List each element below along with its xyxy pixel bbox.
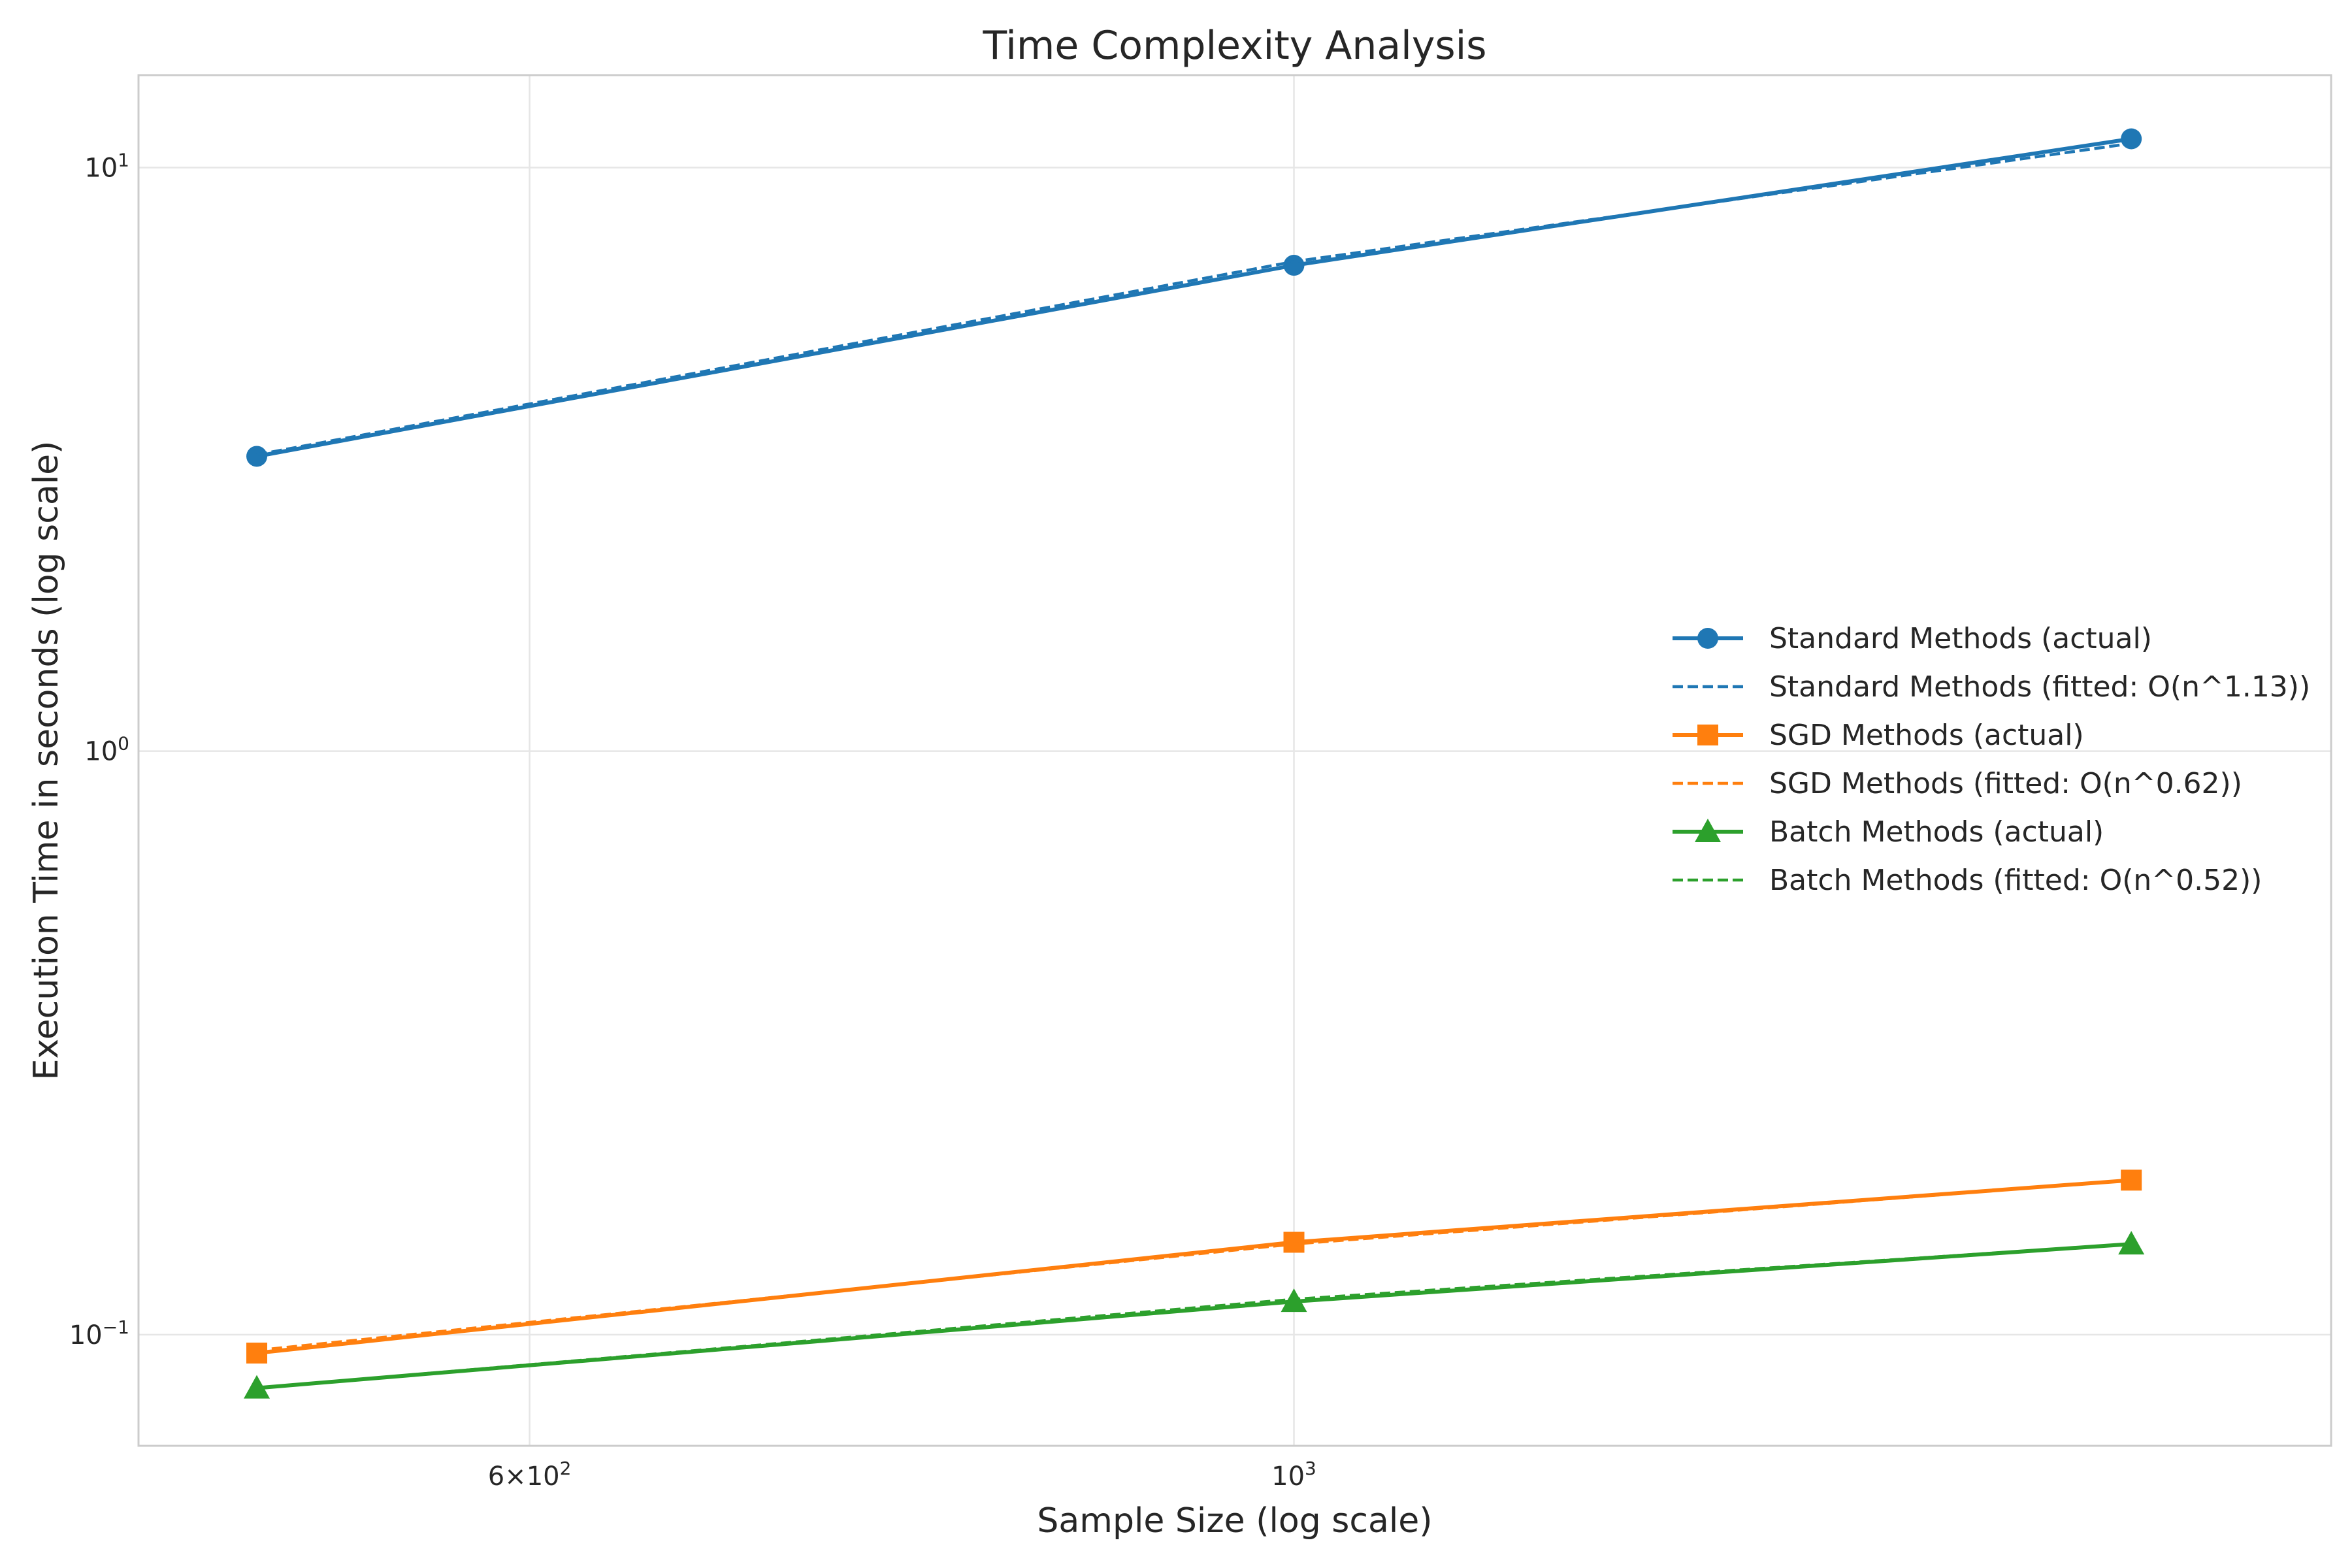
data-point bbox=[1283, 255, 1305, 276]
data-point bbox=[246, 1343, 268, 1364]
legend-label: Batch Methods (fitted: O(n^0.52)) bbox=[1769, 864, 2262, 897]
plot-area-frame bbox=[137, 74, 2332, 1447]
legend-marker bbox=[1697, 725, 1718, 745]
x-axis-label: Sample Size (log scale) bbox=[1037, 1501, 1432, 1541]
series-5 bbox=[256, 1242, 2132, 1390]
y-axis-label: Execution Time in seconds (log scale) bbox=[27, 441, 66, 1081]
data-point bbox=[1283, 1232, 1305, 1253]
data-point bbox=[2121, 128, 2142, 150]
legend-label: SGD Methods (fitted: O(n^0.62)) bbox=[1769, 767, 2242, 800]
x-tick-label: 6×102 bbox=[488, 1458, 572, 1492]
fitted-line bbox=[256, 142, 2132, 457]
series-3 bbox=[256, 1179, 2132, 1352]
data-point bbox=[246, 446, 268, 467]
legend: Standard Methods (actual) Standard Method… bbox=[1673, 622, 2310, 897]
legend-label: Standard Methods (fitted: O(n^1.13)) bbox=[1769, 670, 2310, 704]
y-tick-label: 10−1 bbox=[69, 1316, 129, 1350]
fitted-line bbox=[256, 1179, 2132, 1352]
series-layer bbox=[244, 128, 2145, 1399]
fitted-line bbox=[256, 1242, 2132, 1390]
legend-label: Standard Methods (actual) bbox=[1769, 622, 2152, 655]
data-point bbox=[2118, 1231, 2145, 1255]
y-tick-label: 101 bbox=[84, 149, 129, 183]
legend-marker bbox=[1695, 819, 1721, 842]
x-tick-label: 103 bbox=[1271, 1458, 1316, 1492]
legend-label: SGD Methods (actual) bbox=[1769, 719, 2084, 752]
y-tick-label: 100 bbox=[84, 733, 129, 767]
series-1 bbox=[256, 142, 2132, 457]
tick-labels: 10−1 100 101 6×102 103 bbox=[69, 149, 1316, 1492]
legend-label: Batch Methods (actual) bbox=[1769, 815, 2104, 849]
legend-marker bbox=[1697, 628, 1718, 649]
chart-title: Time Complexity Analysis bbox=[982, 23, 1486, 69]
